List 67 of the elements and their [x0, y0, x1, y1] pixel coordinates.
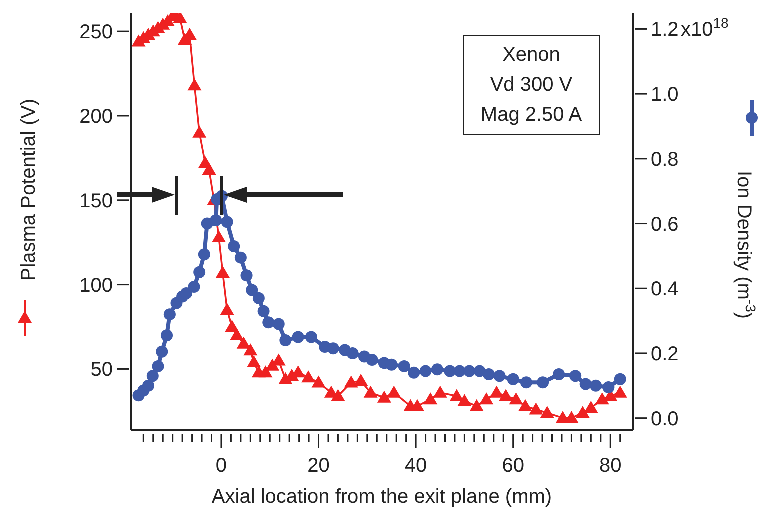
point [590, 380, 602, 392]
x-tick-label: 60 [502, 455, 524, 477]
y-tick-label: 150 [80, 190, 113, 212]
y-tick-label: 100 [80, 274, 113, 297]
point [164, 308, 176, 321]
point [246, 284, 258, 296]
point [240, 270, 253, 282]
point [386, 358, 398, 371]
point [483, 368, 496, 381]
point [431, 364, 444, 376]
x-tick-label: 80 [600, 455, 622, 477]
point [156, 346, 168, 358]
y2-tick-label: 0.0 [651, 408, 679, 430]
point [464, 365, 476, 378]
point [252, 292, 265, 304]
y-axis-title: Plasma Potential (V) [18, 98, 40, 282]
point [146, 370, 159, 382]
y2-tick-label: 0.8 [651, 148, 679, 171]
point [262, 316, 275, 329]
point [160, 330, 173, 342]
point [194, 266, 206, 278]
point [580, 378, 592, 390]
point [570, 370, 582, 382]
point [408, 366, 420, 379]
y2-tick-label: 0.6 [651, 214, 679, 236]
point [366, 354, 378, 366]
point [398, 360, 410, 372]
point [305, 331, 318, 344]
point [258, 305, 270, 318]
y2-tick-label: 0.2 [651, 343, 679, 366]
point [327, 342, 340, 355]
x-axis-title: Axial location from the exit plane (mm) [212, 486, 552, 508]
x-tick-label: 0 [216, 455, 228, 477]
annotation: Vd 300 V [489, 73, 574, 98]
point [198, 248, 210, 261]
point [444, 365, 456, 378]
point [420, 365, 432, 378]
y2-tick-label: 0.4 [651, 278, 679, 301]
y2-tick-label: 1.2 [651, 19, 679, 42]
text: x10$^{18}$ [681, 15, 730, 41]
point [180, 287, 192, 300]
x-tick-label: 40 [404, 455, 428, 477]
y-tick-label: 200 [80, 106, 113, 128]
point [188, 281, 200, 293]
y2-tick-label: 1.0 [651, 84, 679, 106]
point [292, 331, 304, 344]
point [234, 252, 247, 264]
point [346, 347, 359, 360]
y-tick-label: 250 [80, 22, 113, 44]
annotation: Xenon [502, 43, 562, 68]
point [272, 318, 285, 330]
point [507, 373, 520, 386]
point [520, 376, 532, 389]
point [228, 240, 240, 252]
point [221, 216, 234, 228]
point [210, 214, 222, 227]
point [494, 370, 506, 382]
point [602, 382, 615, 394]
x-tick-label: 20 [308, 455, 330, 477]
annotation: Mag 2.50 A [480, 103, 584, 128]
point [142, 380, 155, 392]
point [537, 376, 550, 389]
point [614, 373, 626, 386]
point [553, 368, 566, 381]
y-tick-label: 50 [90, 359, 113, 382]
point [280, 334, 292, 347]
point [152, 360, 164, 372]
